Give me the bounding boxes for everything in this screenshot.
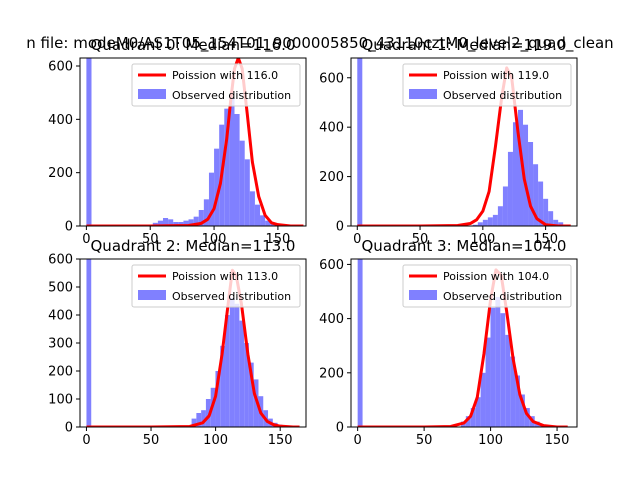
histogram-bar [245,159,250,226]
legend: Poission with 116.0 Observed distribution [132,64,300,106]
legend-bar-swatch [138,290,166,300]
x-tick-label: 0 [353,232,361,247]
y-tick-label: 200 [319,170,344,185]
histogram-bar [505,335,510,427]
subplot-title: Quadrant 2: Median=113.0 [91,237,296,255]
x-tick-label: 100 [478,433,503,448]
histogram-bar [490,308,495,427]
legend-bar-swatch [138,89,166,99]
histogram-bar [255,205,260,226]
histogram-bar [260,215,265,226]
histogram-bar [234,114,239,226]
histogram-bar [235,304,240,427]
y-tick-label: 0 [65,421,73,436]
legend: Poission with 113.0 Observed distribution [132,265,300,307]
histogram-bar [528,142,533,226]
legend: Poission with 119.0 Observed distribution [403,64,571,106]
histogram-bar [86,58,91,226]
y-tick-label: 0 [65,220,73,235]
histogram-bar [498,206,503,226]
x-tick-label: 0 [82,232,90,247]
x-tick-label: 50 [143,433,160,448]
y-tick-label: 600 [48,253,73,268]
y-tick-label: 500 [48,281,73,296]
histogram-bar [483,220,488,226]
histogram-bar [495,297,500,427]
legend-label-observed: Observed distribution [443,290,562,303]
figure-suptitle: n file: modeM0/AS1T05_154T01_9000005850_… [0,34,640,52]
legend-label-poisson: Poission with 104.0 [443,270,549,283]
y-tick-label: 0 [336,421,344,436]
y-tick-label: 0 [336,220,344,235]
histogram-bar [500,313,505,427]
y-tick-label: 400 [319,121,344,136]
histogram-bar [503,186,508,226]
legend-label-observed: Observed distribution [443,89,562,102]
x-tick-label: 50 [416,433,433,448]
x-tick-label: 150 [268,433,293,448]
y-tick-label: 600 [48,60,73,75]
x-tick-label: 150 [545,433,570,448]
y-tick-label: 300 [48,337,73,352]
legend-label-poisson: Poission with 116.0 [172,69,278,82]
y-tick-label: 400 [48,309,73,324]
legend-label-observed: Observed distribution [172,290,291,303]
y-tick-label: 600 [319,71,344,86]
legend-label-observed: Observed distribution [172,89,291,102]
histogram-bar [239,321,244,427]
histogram-bar [357,58,362,226]
histogram-bar [250,191,255,226]
histogram-bar [478,222,483,226]
y-tick-label: 400 [319,312,344,327]
histogram-bar [240,141,245,226]
histogram-bar [508,152,513,226]
x-tick-label: 0 [354,433,362,448]
subplot-quadrant-2: 0 50 100 150 0 100 200 300 400 500 600 Quadrant 2: … [48,237,306,448]
histogram-bar [513,122,518,226]
histogram-bar [486,338,491,427]
histogram-bar [481,373,486,427]
y-tick-label: 400 [48,113,73,128]
y-tick-label: 200 [48,365,73,380]
x-tick-label: 100 [203,433,228,448]
y-tick-label: 600 [319,258,344,273]
histogram-bar [230,298,235,427]
histogram-bar [488,217,493,226]
subplot-title: Quadrant 3: Median=104.0 [362,237,567,255]
legend-bar-swatch [409,89,437,99]
subplot-quadrant-3: 0 50 100 150 0 200 400 600 Quadrant 3: Median=10… [319,237,577,448]
y-tick-label: 100 [48,393,73,408]
y-tick-label: 200 [48,166,73,181]
histogram-bar [86,259,91,427]
histogram-bar [358,259,363,427]
legend-label-poisson: Poission with 119.0 [443,69,549,82]
legend-label-poisson: Poission with 113.0 [172,270,278,283]
histogram-bar [493,215,498,226]
legend-bar-swatch [409,290,437,300]
y-tick-label: 200 [319,366,344,381]
x-tick-label: 0 [82,433,90,448]
legend: Poission with 104.0 Observed distribution [403,265,571,307]
